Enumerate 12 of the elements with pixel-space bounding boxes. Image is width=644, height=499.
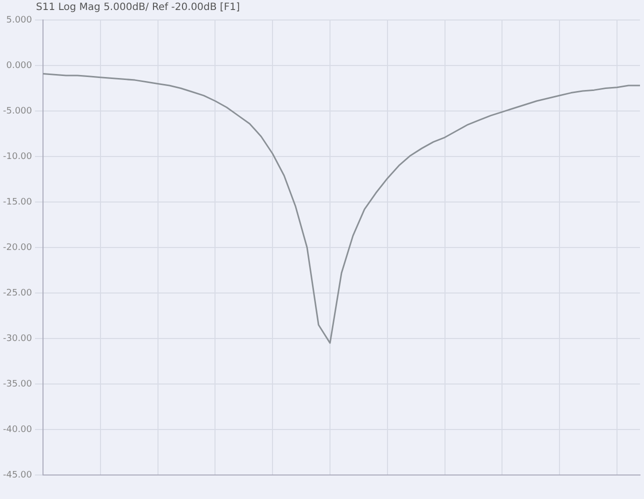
y-tick-label: -25.00 [2,288,32,298]
y-tick-label: 5.000 [6,15,32,26]
y-tick-label: -30.00 [2,334,32,344]
y-tick-label: -10.00 [2,152,32,162]
y-tick-label: 0.000 [6,60,32,71]
y-tick-label: -15.00 [2,197,32,208]
chart-title: S11 Log Mag 5.000dB/ Ref -20.00dB [F1] [36,2,240,13]
y-tick-label: -35.00 [2,379,32,390]
y-tick-label: -5.000 [2,106,32,116]
y-tick-label: -45.00 [2,470,32,480]
y-tick-label: -20.00 [2,242,32,253]
y-tick-label: -40.00 [2,424,32,435]
